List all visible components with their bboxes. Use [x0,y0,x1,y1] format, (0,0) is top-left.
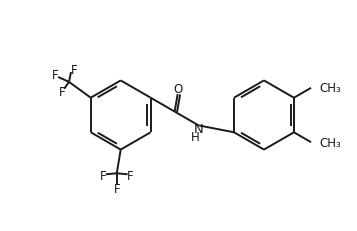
Text: H: H [191,130,200,143]
Text: O: O [173,82,182,95]
Text: F: F [59,86,65,99]
Text: CH₃: CH₃ [319,82,341,95]
Text: N: N [194,122,203,135]
Text: F: F [71,63,77,76]
Text: F: F [114,182,120,195]
Text: F: F [52,69,59,82]
Text: F: F [127,169,134,182]
Text: CH₃: CH₃ [319,136,341,149]
Text: F: F [100,169,106,182]
